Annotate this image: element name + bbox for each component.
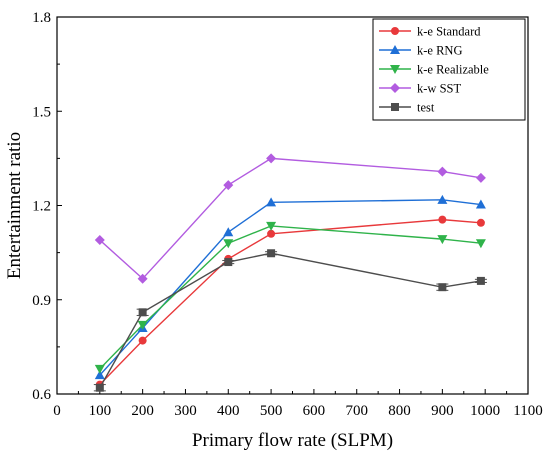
legend-label: k-e Standard	[417, 25, 481, 39]
legend-item: k-e Realizable	[379, 63, 489, 77]
y-tick-label: 1.8	[32, 10, 51, 26]
y-tick-label: 1.2	[32, 199, 51, 215]
legend-swatch-marker	[390, 83, 400, 93]
data-point	[266, 153, 277, 164]
data-point	[137, 320, 148, 330]
data-point	[438, 215, 447, 224]
series-k-e-realizable	[94, 221, 486, 374]
data-point	[138, 308, 147, 317]
legend-label: k-e RNG	[417, 44, 462, 58]
series-line	[99, 199, 481, 376]
x-tick-label: 500	[260, 403, 283, 419]
series-test	[93, 249, 487, 392]
data-point	[267, 249, 276, 258]
x-tick-label: 100	[89, 403, 112, 419]
data-point	[475, 172, 486, 183]
data-point	[138, 336, 147, 345]
legend: k-e Standard k-e RNG k-e Realizable k-w SST…	[372, 18, 526, 121]
data-point	[476, 218, 485, 227]
x-tick-label: 400	[217, 403, 240, 419]
x-axis-title: Primary flow rate (SLPM)	[192, 430, 393, 451]
data-point	[437, 194, 448, 204]
series-line	[99, 225, 481, 370]
legend-swatch-marker	[391, 27, 399, 35]
data-point	[94, 370, 105, 380]
series-line	[99, 157, 482, 280]
data-point	[438, 283, 447, 292]
data-point	[267, 229, 276, 238]
data-point	[437, 166, 448, 177]
x-tick-label: 600	[303, 403, 326, 419]
x-tick-label: 200	[131, 403, 154, 419]
data-point	[266, 221, 277, 231]
x-tick-label: 800	[388, 403, 411, 419]
series-line	[99, 252, 482, 389]
x-tick-label: 700	[345, 403, 368, 419]
y-axis-title: Entertainment ratio	[4, 132, 25, 279]
axes-layer: 0 100 200 300 400 500 600 700 800 900 1000 1100 0.6 0…	[32, 10, 542, 419]
legend-item: k-e Standard	[379, 25, 481, 39]
data-point	[223, 180, 234, 191]
x-tick-label: 900	[431, 403, 454, 419]
x-tick-label: 0	[53, 403, 61, 419]
legend-label: test	[417, 101, 435, 115]
data-point	[224, 258, 233, 267]
data-point	[137, 273, 148, 284]
data-point	[476, 276, 485, 285]
series-line	[99, 218, 481, 386]
data-point	[475, 239, 486, 249]
data-point	[437, 235, 448, 245]
y-tick-label: 0.6	[32, 387, 51, 403]
data-point	[475, 199, 486, 209]
data-point	[223, 227, 234, 237]
series-layer	[93, 153, 487, 392]
legend-swatch-marker	[390, 65, 400, 74]
legend-item: test	[379, 101, 435, 115]
series-k-w-sst	[94, 153, 486, 284]
y-tick-label: 0.9	[32, 293, 51, 309]
data-point	[95, 383, 104, 392]
legend-item: k-w SST	[379, 82, 461, 96]
legend-swatch-marker	[391, 103, 399, 111]
series-k-e-rng	[94, 194, 486, 380]
data-point	[223, 239, 234, 249]
data-point	[94, 235, 105, 246]
data-point	[94, 364, 105, 374]
x-tick-label: 1100	[513, 403, 542, 419]
data-point	[266, 197, 277, 207]
legend-item: k-e RNG	[379, 44, 462, 58]
legend-swatch-marker	[390, 45, 400, 54]
y-tick-label: 1.5	[32, 104, 51, 120]
legend-label: k-e Realizable	[417, 63, 489, 77]
series-k-e-standard	[95, 215, 485, 389]
x-tick-label: 1000	[470, 403, 500, 419]
legend-label: k-w SST	[417, 82, 461, 96]
x-tick-label: 300	[174, 403, 197, 419]
